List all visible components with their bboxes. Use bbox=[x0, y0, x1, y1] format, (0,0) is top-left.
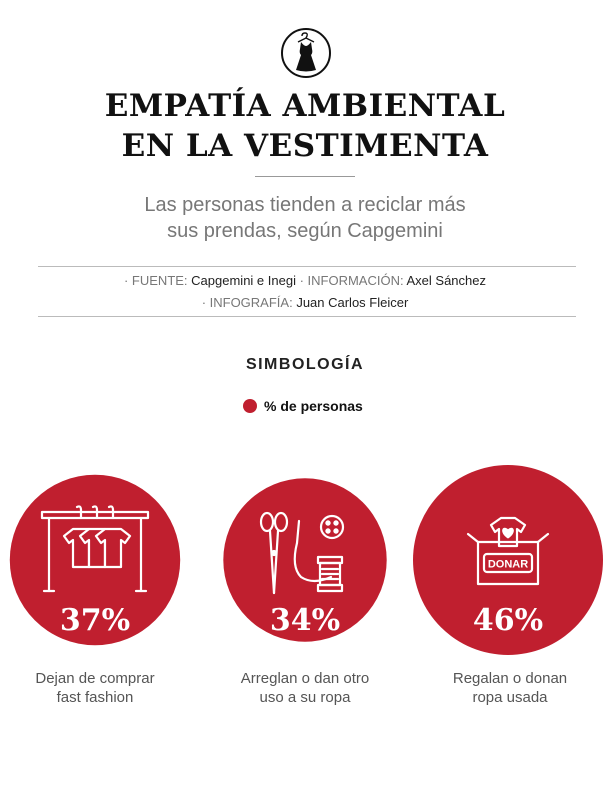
credits: · FUENTE: Capgemini e Inegi · INFORMACIÓ… bbox=[0, 270, 610, 314]
subtitle-line-2: sus prendas, según Capgemini bbox=[167, 220, 443, 242]
title-line-1: EMPATÍA AMBIENTAL bbox=[104, 88, 506, 124]
legend-title: SIMBOLOGÍA bbox=[245, 356, 365, 373]
legend-dot bbox=[243, 399, 257, 413]
bubble-2 bbox=[413, 465, 603, 655]
legend: % de personas bbox=[243, 396, 363, 416]
graphic-value: Juan Carlos Fleicer bbox=[296, 295, 409, 310]
legend-label: % de personas bbox=[264, 398, 363, 414]
subtitle-line-1: Las personas tienden a reciclar más bbox=[144, 194, 466, 216]
subtitle: Las personas tienden a reciclar más sus … bbox=[0, 192, 610, 244]
info-value: Axel Sánchez bbox=[406, 273, 487, 288]
donar-label: DONAR bbox=[488, 559, 528, 571]
category-label-1: Arreglan o dan otro uso a su ropa bbox=[215, 669, 395, 707]
category-label-2: Regalan o donan ropa usada bbox=[420, 669, 600, 707]
value-label-0: 37% bbox=[60, 603, 130, 638]
credits-top-divider bbox=[38, 266, 576, 267]
bubble-1 bbox=[223, 478, 387, 642]
category-1-line-1: Arreglan o dan otro bbox=[240, 670, 370, 687]
sewing-icon bbox=[259, 511, 345, 595]
value-label-2: 46% bbox=[473, 603, 543, 638]
credits-line-1: · FUENTE: Capgemini e Inegi · INFORMACIÓ… bbox=[0, 270, 610, 292]
category-2-line-1: Regalan o donan bbox=[452, 670, 568, 687]
title-divider bbox=[255, 176, 355, 177]
source-label: · FUENTE: bbox=[123, 273, 188, 288]
category-1-line-2: uso a su ropa bbox=[259, 689, 351, 706]
bubble-chart: DONAR 37% 34% 46% bbox=[9, 465, 603, 655]
page-title: EMPATÍA AMBIENTAL EN LA VESTIMENTA bbox=[0, 86, 610, 166]
info-label: · INFORMACIÓN: bbox=[299, 273, 404, 288]
clothes-rack-icon bbox=[40, 505, 150, 593]
source-value: Capgemini e Inegi bbox=[191, 273, 296, 288]
category-0-line-2: fast fashion bbox=[56, 689, 134, 706]
dress-icon bbox=[280, 27, 332, 79]
credits-line-2: · INFOGRAFÍA: Juan Carlos Fleicer bbox=[0, 292, 610, 314]
category-0-line-1: Dejan de comprar bbox=[35, 670, 155, 687]
graphic-label: · INFOGRAFÍA: bbox=[201, 295, 293, 310]
title-line-2: EN LA VESTIMENTA bbox=[121, 128, 489, 164]
category-label-0: Dejan de comprar fast fashion bbox=[10, 669, 180, 707]
category-2-line-2: ropa usada bbox=[472, 689, 548, 706]
donation-box-icon: DONAR bbox=[466, 516, 550, 586]
value-label-1: 34% bbox=[270, 603, 340, 638]
credits-bottom-divider bbox=[38, 316, 576, 317]
